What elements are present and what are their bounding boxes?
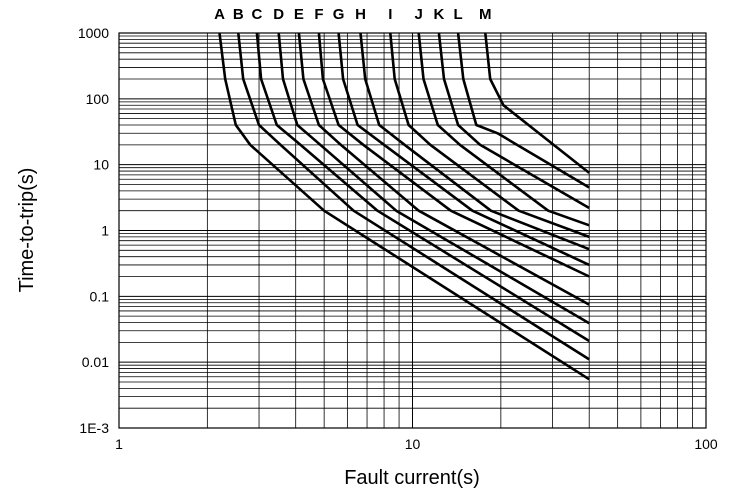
plot-frame [118,32,707,429]
x-axis-title: Fault current(s) [344,467,480,489]
curves [218,32,591,381]
y-axis-title: Time-to-trip(s) [16,168,38,293]
x-tick-labels: 1 10 100 [115,436,718,452]
curve-d [277,32,590,325]
y-tick-labels: 1E-3 0.01 0.1 1 10 100 1000 [78,25,109,436]
curve-label-b: B [233,6,244,23]
curve-label-g: G [333,6,345,23]
y-tick-label: 100 [86,91,110,107]
curve-label-i: I [388,6,392,23]
curve-label-d: D [273,6,284,23]
y-tick-label: 1E-3 [79,420,109,436]
y-tick-label: 10 [93,157,109,173]
curve-label-k: K [433,6,444,23]
curve-m [484,32,591,174]
curve-label-e: E [294,6,304,23]
curve-label-m: M [479,6,492,23]
y-tick-label: 0.01 [82,354,109,370]
grid [118,33,706,429]
x-tick-label: 100 [694,436,718,452]
curve-label-c: C [251,6,262,23]
curve-label-f: F [314,6,323,23]
curve-k [437,32,590,210]
curve-label-a: A [214,6,225,23]
curve-label-l: L [454,6,463,23]
y-tick-label: 0.1 [90,288,110,304]
curve-a [218,32,590,381]
curve-g [337,32,590,267]
curve-label-j: J [415,6,423,23]
curve-c [255,32,590,343]
curve-h [359,32,590,251]
curve-l [456,32,590,189]
x-tick-label: 1 [115,436,123,452]
curve-f [317,32,590,278]
curve-b [237,32,590,361]
curve-j [417,32,590,227]
curve-i [389,32,590,239]
curve-e [297,32,590,306]
y-tick-label: 1 [101,223,109,239]
curve-label-h: H [355,6,366,23]
y-tick-label: 1000 [78,25,109,41]
x-tick-label: 10 [405,436,421,452]
